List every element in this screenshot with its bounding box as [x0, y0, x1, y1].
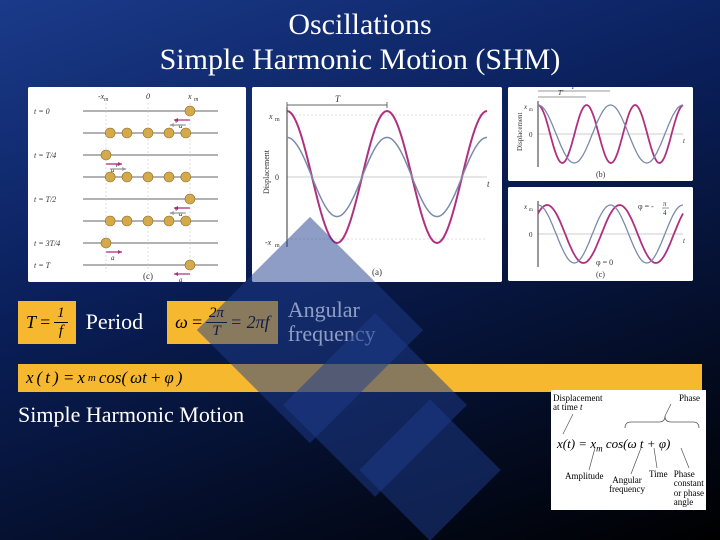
svg-text:(c): (c) — [596, 270, 605, 279]
figure-right-column: Displacement xm 0 T' T t (b) xm 0 — [508, 87, 693, 282]
period-label: Period — [86, 310, 143, 334]
svg-text:t = T/4: t = T/4 — [34, 151, 56, 160]
annot-label-displacement: Displacementat time t — [553, 394, 608, 413]
svg-text:0: 0 — [146, 92, 150, 101]
figure-row: -xm 0 xm t = 0avt = T/4avt = T/2avt = 3T… — [0, 77, 720, 288]
annot-label-phaseconst: Phaseconstantor phaseangle — [674, 470, 704, 508]
svg-text:t = T: t = T — [34, 261, 51, 270]
svg-text:4: 4 — [663, 209, 667, 217]
annot-label-phase: Phase — [679, 394, 700, 403]
omega-lhs: ω — [175, 312, 188, 333]
title-line1: Oscillations — [0, 8, 720, 43]
annot-label-angfreq: Angularfrequency — [609, 476, 645, 495]
svg-text:0: 0 — [529, 131, 533, 139]
svg-text:a: a — [179, 276, 183, 282]
annot-formula: x(t) = xm cos(ω t + φ) — [557, 436, 670, 454]
annotation-diagram: x(t) = xm cos(ω t + φ) Displacementat ti… — [551, 390, 706, 510]
svg-text:t = 3T/4: t = 3T/4 — [34, 239, 60, 248]
svg-text:Displacement: Displacement — [262, 149, 271, 194]
svg-text:t = T/2: t = T/2 — [34, 195, 56, 204]
svg-text:T': T' — [558, 89, 564, 97]
period-eq: = — [39, 312, 51, 333]
svg-text:a: a — [111, 254, 115, 262]
svg-text:t = 0: t = 0 — [34, 107, 50, 116]
svg-text:a: a — [179, 122, 183, 130]
svg-text:(c): (c) — [143, 271, 153, 281]
svg-text:0: 0 — [529, 231, 533, 239]
svg-text:(b): (b) — [596, 170, 606, 179]
figure-panel-b: Displacement xm 0 T' T t (b) — [508, 87, 693, 181]
slide-title: Oscillations Simple Harmonic Motion (SHM… — [0, 0, 720, 77]
period-fraction: 1 f — [54, 305, 68, 340]
figure-panel-phase: xm 0 φ = - π 4 φ = 0 t (c) — [508, 187, 693, 281]
svg-text:m: m — [529, 208, 533, 213]
svg-text:-x: -x — [265, 238, 272, 247]
svg-text:x: x — [187, 92, 192, 101]
svg-text:(a): (a) — [372, 267, 382, 277]
figure-panel-c: -xm 0 xm t = 0avt = T/4avt = T/2avt = 3T… — [28, 87, 246, 282]
svg-text:m: m — [194, 97, 199, 103]
svg-text:π: π — [663, 200, 667, 208]
svg-text:Displacement: Displacement — [516, 112, 524, 151]
svg-text:m: m — [104, 97, 109, 103]
svg-text:0: 0 — [275, 173, 279, 182]
svg-text:φ = -: φ = - — [638, 202, 654, 211]
svg-text:m: m — [275, 117, 280, 123]
annot-label-time: Time — [649, 470, 668, 479]
svg-text:x: x — [268, 112, 273, 121]
period-lhs: T — [26, 312, 36, 333]
svg-text:a: a — [179, 210, 183, 218]
svg-text:m: m — [529, 108, 533, 113]
period-formula: T = 1 f — [18, 301, 76, 344]
title-line2: Simple Harmonic Motion (SHM) — [0, 43, 720, 78]
annot-label-amplitude: Amplitude — [565, 472, 604, 481]
svg-text:φ = 0: φ = 0 — [596, 258, 613, 267]
